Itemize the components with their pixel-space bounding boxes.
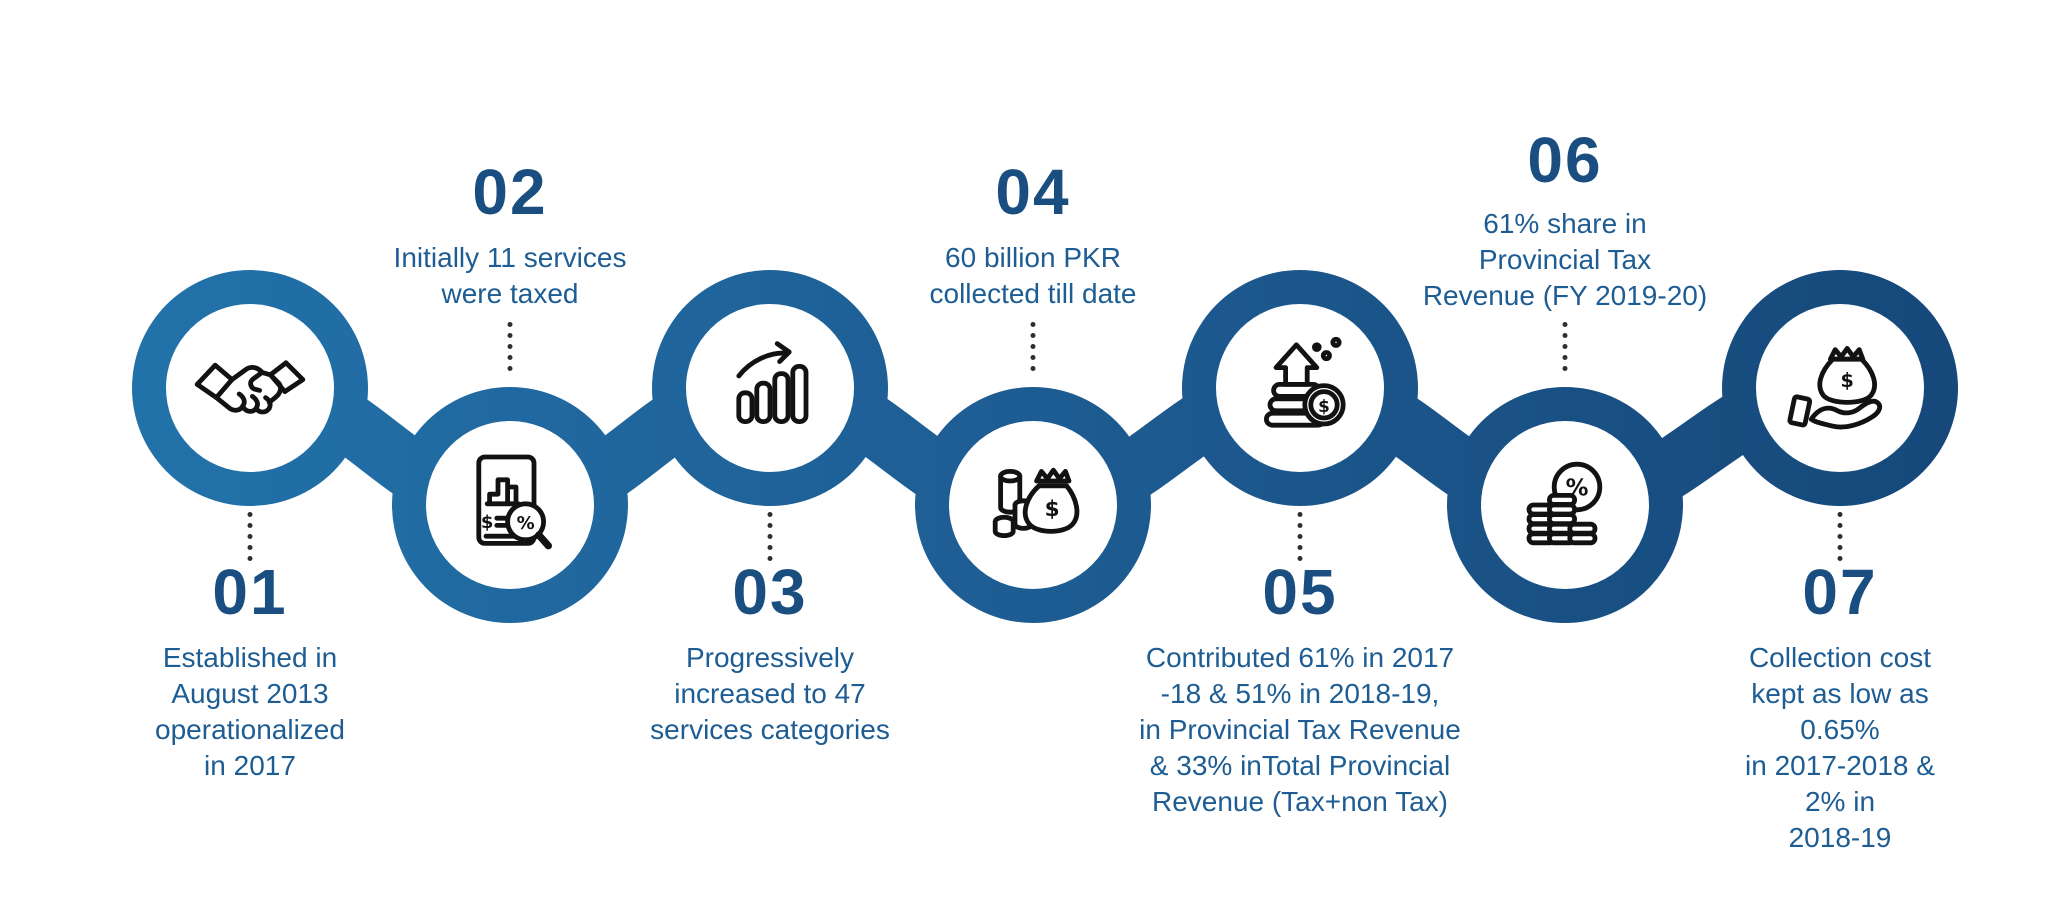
money-bag-coins-icon: $ bbox=[992, 467, 1080, 538]
step-05-label: 05 Contributed 61% in 2017 -18 & 51% in … bbox=[1139, 560, 1461, 820]
step-05-description: Contributed 61% in 2017 -18 & 51% in 201… bbox=[1139, 642, 1461, 817]
step-06-description: 61% share in Provincial Tax Revenue (FY … bbox=[1422, 208, 1708, 311]
step-07-description: Collection cost kept as low as 0.65% in … bbox=[1745, 642, 1935, 853]
svg-text:$: $ bbox=[1841, 369, 1854, 392]
coins-up-arrow-dollar-icon: $ bbox=[1264, 336, 1346, 428]
step-01-number: 01 bbox=[212, 556, 288, 628]
svg-text:$: $ bbox=[1318, 396, 1330, 416]
svg-text:$: $ bbox=[1045, 497, 1060, 522]
step-06-number: 06 bbox=[1527, 124, 1603, 196]
step-02-label: 02 Initially 11 services were taxed bbox=[394, 160, 627, 312]
step-02-number: 02 bbox=[472, 156, 548, 228]
step-06-label: 06 61% share in Provincial Tax Revenue (… bbox=[1423, 128, 1707, 314]
step-01-dotted-line bbox=[247, 512, 253, 561]
step-05-dotted-line bbox=[1297, 512, 1303, 561]
step-05-number: 05 bbox=[1262, 556, 1338, 628]
svg-text:$: $ bbox=[481, 512, 494, 533]
step-03-dotted-line bbox=[767, 512, 773, 561]
step-01-description: Established in August 2013 operationaliz… bbox=[155, 642, 345, 781]
hand-holding-money-bag-icon: $ bbox=[1787, 346, 1883, 430]
step-04-number: 04 bbox=[995, 156, 1071, 228]
step-07-dotted-line bbox=[1837, 512, 1843, 561]
step-03-label: 03 Progressively increased to 47 service… bbox=[650, 560, 890, 748]
growth-bars-arrow-icon bbox=[736, 341, 809, 424]
step-02-dotted-line bbox=[507, 322, 513, 371]
step-04-description: 60 billion PKR collected till date bbox=[929, 242, 1137, 309]
handshake-icon bbox=[194, 360, 306, 415]
tax-report-magnifier-icon: $ % bbox=[476, 454, 552, 550]
coin-stacks-percent-icon: % bbox=[1526, 461, 1603, 546]
step-01-label: 01 Established in August 2013 operationa… bbox=[155, 560, 345, 784]
step-07-label: 07 Collection cost kept as low as 0.65% … bbox=[1736, 560, 1944, 856]
step-03-number: 03 bbox=[732, 556, 808, 628]
svg-text:%: % bbox=[517, 513, 535, 534]
step-04-label: 04 60 billion PKR collected till date bbox=[929, 160, 1136, 312]
step-04-dotted-line bbox=[1030, 322, 1036, 371]
step-07-number: 07 bbox=[1802, 556, 1878, 628]
step-03-description: Progressively increased to 47 services c… bbox=[650, 642, 890, 745]
step-06-dotted-line bbox=[1562, 322, 1568, 371]
step-02-description: Initially 11 services were taxed bbox=[393, 242, 627, 309]
